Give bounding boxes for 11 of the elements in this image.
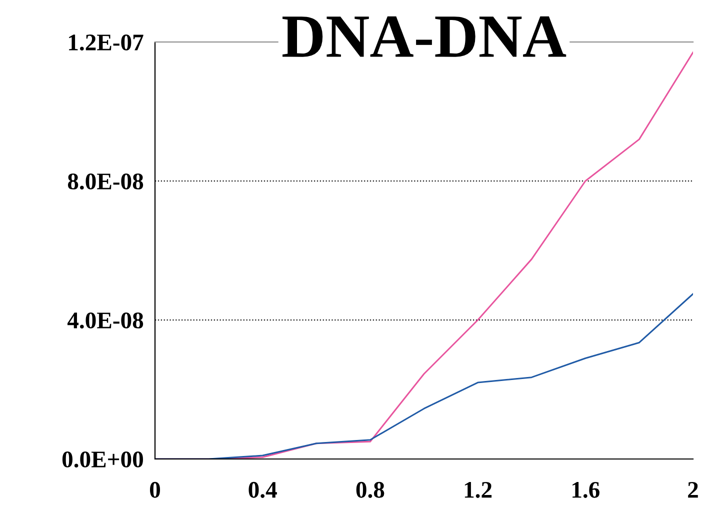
x-tick-label: 1.2 [464,482,492,498]
y-tick-label: 8.0E-08 [68,173,144,190]
x-tick-label: 1.6 [572,482,600,498]
x-tick-label: 2 [688,482,698,498]
x-tick-label: 0.4 [248,482,277,498]
y-tick-label: 4.0E-08 [67,312,144,329]
x-tick-label: 0 [150,482,160,498]
x-tick-label: 0.8 [356,482,384,498]
chart-title: DNA-DNA [282,16,566,57]
y-tick-label: 1.2E-07 [69,34,144,51]
y-tick-label: 0.0E+00 [62,451,143,468]
